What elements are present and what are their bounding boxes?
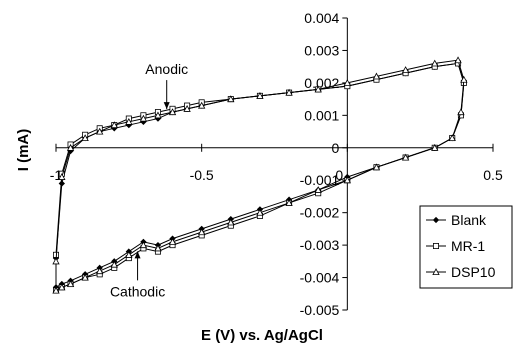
data-point — [139, 114, 148, 122]
data-point — [81, 273, 89, 281]
series-line — [55, 59, 465, 292]
data-point — [154, 244, 162, 252]
x-axis-title: E (V) vs. Ag/AgCl — [201, 327, 323, 344]
data-point — [125, 250, 133, 258]
data-point — [58, 173, 66, 180]
data-point — [81, 134, 89, 142]
data-point — [52, 257, 60, 265]
data-point — [125, 117, 133, 125]
data-point — [401, 66, 410, 73]
data-point — [457, 108, 465, 116]
data-point — [256, 92, 264, 99]
legend-marker — [432, 268, 440, 276]
y-tick-label: 0.004 — [304, 10, 339, 26]
data-point — [96, 127, 104, 135]
data-point — [343, 79, 352, 86]
data-point — [343, 176, 352, 184]
data-point — [66, 143, 75, 151]
y-axis-title: I (mA) — [15, 129, 32, 172]
data-point — [285, 88, 293, 96]
data-point — [431, 59, 439, 67]
axes-group: -1 -0.5 0 0.5 0.0040.0030.0020.0010-0.001-0… — [50, 10, 503, 318]
legend-item: Blank — [426, 212, 487, 228]
y-tick-label: -0.004 — [300, 270, 340, 286]
data-point — [285, 199, 293, 206]
data-point — [197, 101, 206, 109]
data-point — [154, 111, 162, 119]
data-point — [431, 143, 439, 151]
legend: Blank MR-1 DSP10 — [419, 205, 513, 289]
x-tick-label: -0.5 — [190, 167, 214, 183]
data-point — [448, 134, 456, 142]
x-tick-label: 0.5 — [483, 167, 503, 183]
legend-item: DSP10 — [426, 264, 496, 280]
annotation-label: Cathodic — [110, 283, 165, 299]
data-point — [96, 267, 104, 275]
legend-label: DSP10 — [451, 264, 496, 280]
y-tick-label: -0.005 — [300, 302, 340, 318]
data-point — [52, 286, 60, 294]
y-tick-label: 0.001 — [304, 107, 339, 123]
series-layer — [52, 56, 468, 294]
y-tick-label: -0.002 — [300, 205, 340, 221]
data-point — [227, 95, 235, 103]
data-point — [183, 104, 191, 112]
data-point — [168, 238, 177, 245]
data-point — [110, 121, 118, 129]
data-point — [314, 186, 322, 193]
legend-marker — [432, 216, 440, 224]
data-point — [372, 72, 381, 80]
data-point — [460, 75, 468, 83]
data-point — [58, 283, 66, 291]
y-tick-label: -0.001 — [300, 172, 340, 188]
data-point — [314, 85, 322, 93]
data-point — [454, 56, 462, 64]
y-ticks-group: 0.0040.0030.0020.0010-0.001-0.002-0.003-… — [300, 10, 348, 318]
legend-item: MR-1 — [426, 238, 485, 254]
y-tick-label: 0 — [332, 140, 340, 156]
data-point — [256, 208, 264, 216]
legend-marker — [432, 242, 439, 249]
data-point — [227, 218, 235, 226]
annotation-label: Anodic — [145, 61, 188, 77]
legend-items: Blank MR-1 DSP10 — [426, 212, 496, 280]
x-tick-label: 0 — [335, 167, 343, 183]
data-point — [66, 280, 75, 288]
data-point — [110, 260, 118, 268]
data-point — [139, 241, 148, 249]
annotations-layer: Anodic Cathodic — [110, 61, 188, 299]
data-point — [168, 108, 177, 116]
data-point — [197, 228, 206, 236]
data-point — [401, 153, 410, 161]
legend-label: MR-1 — [451, 238, 485, 254]
series-dsp10 — [52, 56, 468, 294]
annotation-arrowhead — [163, 102, 170, 110]
y-tick-label: -0.003 — [300, 237, 340, 253]
y-tick-label: 0.003 — [304, 42, 339, 58]
annotation-arrowhead — [134, 251, 141, 259]
data-point — [372, 163, 381, 171]
legend-label: Blank — [451, 212, 487, 228]
